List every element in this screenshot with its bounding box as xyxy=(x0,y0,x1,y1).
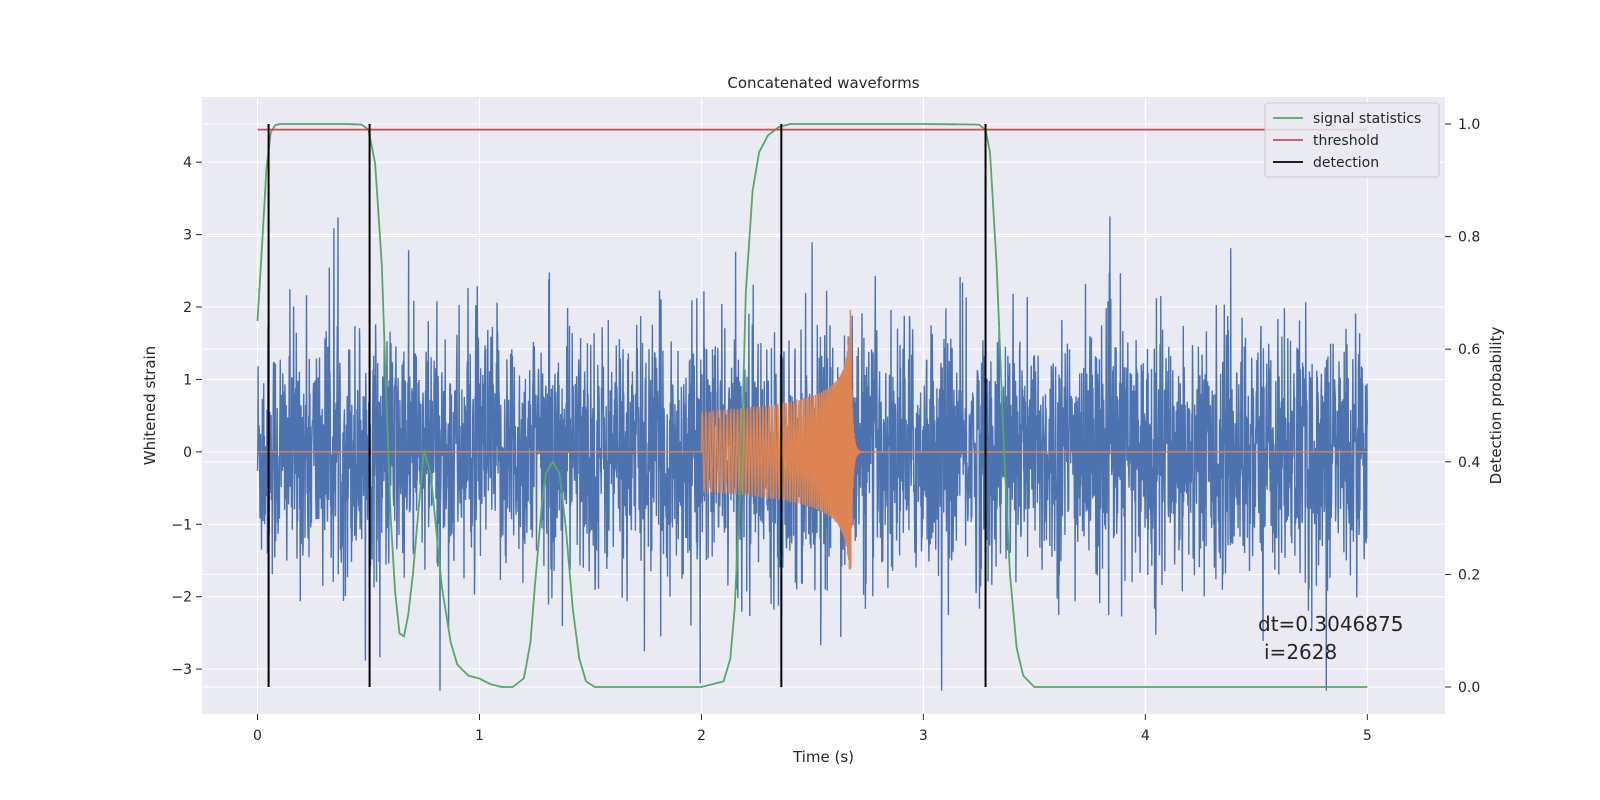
y2-tick-label: 0.4 xyxy=(1458,455,1480,471)
y-tick-label: −1 xyxy=(171,517,192,533)
annotation-dt: dt=0.3046875 xyxy=(1258,612,1403,636)
x-tick-label: 0 xyxy=(253,728,262,744)
legend: signal statistics threshold detection xyxy=(1264,102,1440,178)
axes-layer: 0 1 2 3 4 5 −3 −2 −1 0 1 2 3 4 0.0 0.2 0.4 0.6 0.8 1.0 xyxy=(171,117,1480,744)
legend-label: threshold xyxy=(1313,133,1379,149)
legend-frame xyxy=(1264,102,1440,178)
x-tick-label: 1 xyxy=(475,728,484,744)
annotation-index: i=2628 xyxy=(1264,640,1337,664)
x-tick-label: 4 xyxy=(1141,728,1150,744)
y2-tick-label: 0.8 xyxy=(1458,230,1480,246)
y-tick-label: −3 xyxy=(171,662,192,678)
y-tick-label: 0 xyxy=(183,445,192,461)
signal-statistics-line xyxy=(256,123,1368,688)
legend-label: detection xyxy=(1313,155,1379,171)
y-tick-label: 2 xyxy=(183,300,192,316)
y2-axis-label: Detection probability xyxy=(1487,327,1505,485)
y-tick-label: 3 xyxy=(183,228,192,244)
chart-title: Concatenated waveforms xyxy=(727,74,919,92)
y-tick-label: 1 xyxy=(183,372,192,388)
y-tick-label: 4 xyxy=(183,155,192,171)
series-layer xyxy=(256,123,1368,691)
x-tick-label: 5 xyxy=(1363,728,1372,744)
y2-tick-label: 0.0 xyxy=(1458,680,1480,696)
x-tick-label: 2 xyxy=(697,728,706,744)
y-axis-label: Whitened strain xyxy=(141,346,159,465)
y2-tick-label: 0.2 xyxy=(1458,567,1480,583)
y2-tick-label: 0.6 xyxy=(1458,342,1480,358)
y-tick-label: −2 xyxy=(171,590,192,606)
y2-tick-label: 1.0 xyxy=(1458,117,1480,133)
x-tick-label: 3 xyxy=(919,728,928,744)
legend-label: signal statistics xyxy=(1313,111,1421,127)
x-axis-label: Time (s) xyxy=(792,748,854,766)
